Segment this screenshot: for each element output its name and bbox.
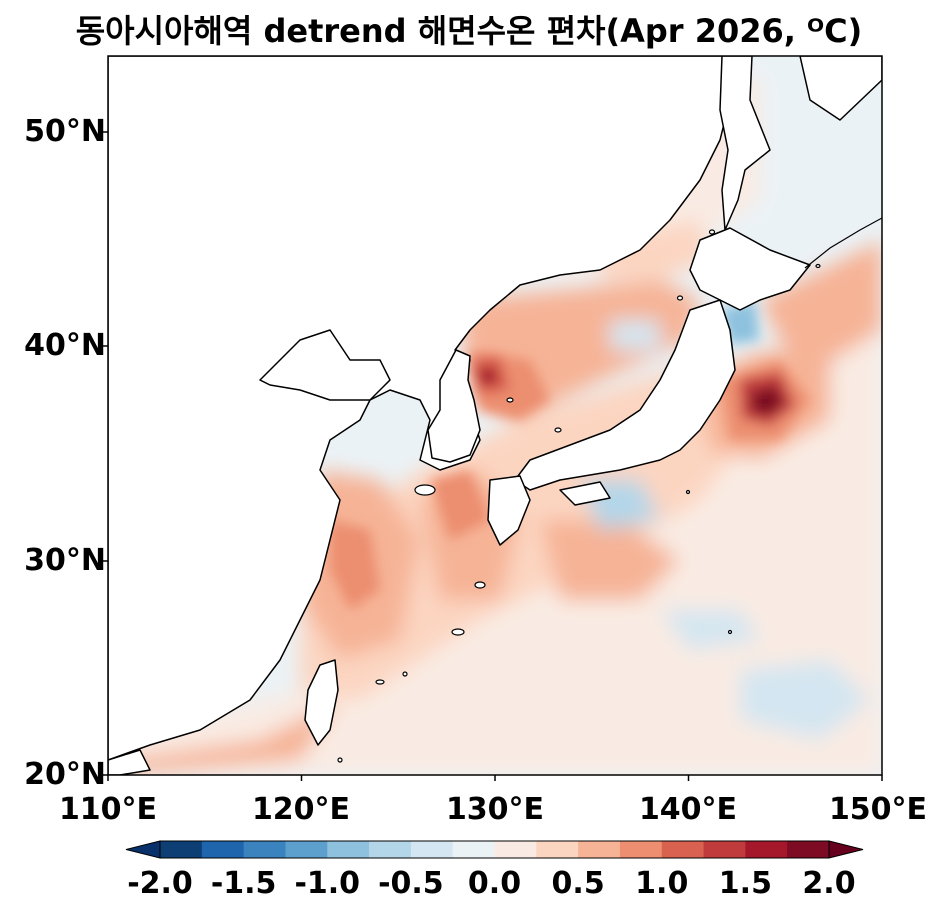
- x-tick-130e: 130°E: [445, 792, 545, 827]
- x-tick-110e: 110°E: [58, 792, 158, 827]
- colorbar-tick-label: -1.0: [294, 866, 361, 901]
- islands: [337, 229, 821, 763]
- x-tick-120e: 120°E: [251, 792, 351, 827]
- y-tick-50n: 50°N: [24, 114, 106, 149]
- colorbar-tick-label: -0.5: [378, 866, 444, 901]
- land: [108, 56, 882, 775]
- colorbar-tick-label: 0.0: [467, 866, 522, 901]
- colorbar-tick-label: 1.0: [635, 866, 689, 901]
- y-tick-30n: 30°N: [24, 543, 106, 578]
- colorbar-tick-label: -1.5: [210, 866, 277, 901]
- chart-title: 동아시아해역 detrend 해면수온 편차(Apr 2026, ᴼC): [75, 12, 863, 50]
- colorbar-tick-label: -2.0: [127, 866, 193, 901]
- colorbar-tick-label: 2.0: [802, 866, 856, 901]
- y-tick-40n: 40°N: [24, 328, 106, 363]
- colorbar-tick-label: 0.5: [551, 866, 605, 901]
- x-tick-150e: 150°E: [828, 792, 928, 827]
- colorbar-tick-label: 1.5: [718, 866, 772, 901]
- y-tick-20n: 20°N: [24, 757, 106, 792]
- x-tick-140e: 140°E: [638, 792, 738, 827]
